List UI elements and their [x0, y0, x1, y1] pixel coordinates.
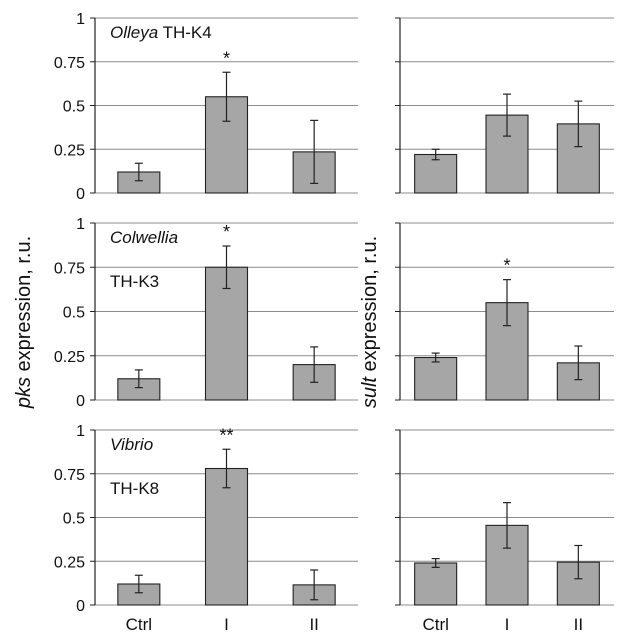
y-axis-label-right: sult expression, r.u. — [359, 236, 381, 408]
x-tick-label: Ctrl — [422, 615, 448, 634]
panel-label-strain: TH-K8 — [110, 479, 159, 498]
bar — [485, 524, 529, 606]
bar — [204, 467, 249, 606]
y-tick-label: 1 — [76, 423, 85, 440]
x-tick-label: II — [309, 615, 318, 634]
y-tick-label: 0.5 — [63, 305, 85, 322]
y-tick-label: 0.5 — [63, 511, 85, 528]
significance-marker: ** — [219, 425, 233, 445]
y-tick-label: 1 — [76, 11, 85, 28]
x-tick-label: Ctrl — [126, 615, 152, 634]
y-tick-label: 0 — [76, 393, 85, 410]
y-tick-label: 0.75 — [54, 467, 85, 484]
panel-label: Colwellia — [110, 228, 178, 247]
significance-marker: * — [503, 256, 510, 276]
y-tick-label: 0 — [76, 186, 85, 203]
x-tick-label: II — [574, 615, 583, 634]
y-tick-label: 0 — [76, 598, 85, 615]
bar — [414, 562, 458, 606]
y-axis-label-left: pks expression, r.u. — [13, 236, 35, 409]
panel-label: Olleya TH-K4 — [110, 23, 212, 42]
y-tick-label: 0.25 — [54, 349, 85, 366]
y-tick-label: 1 — [76, 216, 85, 233]
y-tick-label: 0.5 — [63, 99, 85, 116]
y-tick-label: 0.25 — [54, 554, 85, 571]
y-tick-label: 0.75 — [54, 55, 85, 72]
y-tick-label: 0.75 — [54, 260, 85, 277]
bar — [414, 356, 458, 401]
panel-label: Vibrio — [110, 435, 153, 454]
y-tick-label: 0.25 — [54, 142, 85, 159]
bar — [414, 153, 458, 194]
bar — [204, 266, 249, 401]
significance-marker: * — [223, 48, 230, 68]
significance-marker: * — [223, 222, 230, 242]
x-tick-label: I — [224, 615, 229, 634]
panel-label-strain: TH-K3 — [110, 272, 159, 291]
x-tick-label: I — [505, 615, 510, 634]
